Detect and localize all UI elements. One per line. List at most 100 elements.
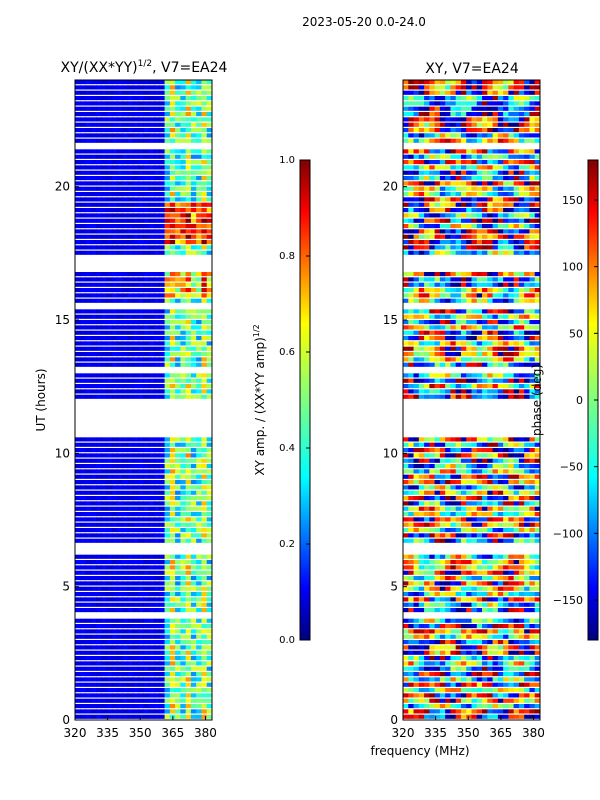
heatmap-cell [471, 522, 478, 527]
heatmap-cell [143, 229, 150, 234]
heatmap-cell [190, 496, 197, 501]
heatmap-cell [413, 378, 420, 383]
heatmap-cell [127, 672, 134, 677]
heatmap-cell [471, 240, 478, 245]
heatmap-cell [455, 309, 462, 314]
heatmap-cell [445, 586, 451, 591]
heatmap-cell [190, 213, 197, 218]
heatmap-cell [524, 378, 530, 383]
heatmap-cell [185, 154, 192, 159]
heatmap-cell [196, 202, 202, 207]
heatmap-cell [85, 170, 92, 175]
heatmap-cell [154, 592, 160, 597]
heatmap-cell [487, 330, 494, 335]
heatmap-cell [408, 293, 415, 298]
heatmap-cell [471, 448, 478, 453]
heatmap-cell [482, 117, 488, 122]
heatmap-cell [185, 608, 192, 613]
heatmap-cell [439, 373, 446, 378]
heatmap-cell [445, 346, 451, 351]
heatmap-cell [143, 389, 150, 394]
heatmap-cell [196, 517, 202, 522]
heatmap-cell [206, 666, 213, 671]
heatmap-cell [175, 149, 181, 154]
heatmap-cell [424, 85, 430, 90]
heatmap-cell [80, 442, 87, 447]
heatmap-cell [185, 560, 192, 565]
heatmap-cell [106, 570, 113, 575]
heatmap-cell [429, 192, 436, 197]
heatmap-cell [529, 314, 536, 319]
heatmap-cell [408, 373, 415, 378]
heatmap-cell [154, 336, 160, 341]
heatmap-cell [487, 341, 494, 346]
heatmap-cell [445, 602, 451, 607]
heatmap-cell [508, 106, 515, 111]
heatmap-cell [85, 165, 92, 170]
heatmap-cell [471, 277, 478, 282]
heatmap-cell [471, 229, 478, 234]
heatmap-cell [190, 128, 197, 133]
heatmap-cell [434, 117, 441, 122]
heatmap-cell [450, 314, 457, 319]
heatmap-cell [455, 218, 462, 223]
heatmap-cell [503, 533, 509, 538]
heatmap-cell [466, 106, 472, 111]
heatmap-cell [138, 672, 144, 677]
heatmap-cell [497, 485, 504, 490]
heatmap-cell [513, 352, 520, 357]
heatmap-cell [90, 698, 97, 703]
heatmap-cell [122, 474, 129, 479]
heatmap-cell [466, 325, 472, 330]
heatmap-cell [180, 565, 187, 570]
heatmap-cell [122, 634, 129, 639]
heatmap-cell [138, 522, 144, 527]
heatmap-cell [127, 709, 134, 714]
heatmap-cell [85, 213, 92, 218]
heatmap-cell [111, 570, 118, 575]
heatmap-cell [529, 560, 536, 565]
heatmap-cell [524, 394, 530, 399]
heatmap-cell [154, 181, 160, 186]
heatmap-cell [101, 165, 108, 170]
heatmap-cell [159, 101, 166, 106]
heatmap-cell [450, 213, 457, 218]
heatmap-cell [169, 234, 176, 239]
heatmap-cell [487, 309, 494, 314]
heatmap-cell [122, 522, 129, 527]
heatmap-cell [445, 576, 451, 581]
heatmap-cell [445, 96, 451, 101]
heatmap-cell [513, 170, 520, 175]
heatmap-cell [101, 128, 108, 133]
heatmap-cell [90, 170, 97, 175]
heatmap-cell [439, 96, 446, 101]
heatmap-cell [164, 458, 171, 463]
heatmap-cell [424, 218, 430, 223]
heatmap-cell [80, 560, 87, 565]
heatmap-cell [424, 208, 430, 213]
heatmap-cell [154, 677, 160, 682]
heatmap-cell [111, 277, 118, 282]
heatmap-cell [159, 618, 166, 623]
heatmap-cell [106, 314, 113, 319]
heatmap-cell [466, 170, 472, 175]
heatmap-cell [424, 592, 430, 597]
heatmap-cell [185, 165, 192, 170]
heatmap-cell [143, 325, 150, 330]
heatmap-cell [117, 682, 123, 687]
heatmap-cell [503, 373, 509, 378]
heatmap-cell [154, 640, 160, 645]
heatmap-cell [185, 480, 192, 485]
heatmap-cell [418, 202, 425, 207]
heatmap-cell [518, 570, 525, 575]
heatmap-cell [90, 197, 97, 202]
heatmap-cell [143, 101, 150, 106]
heatmap-cell [111, 250, 118, 255]
heatmap-cell [138, 592, 144, 597]
heatmap-cell [434, 288, 441, 293]
heatmap-cell [101, 437, 108, 442]
heatmap-cell [418, 512, 425, 517]
heatmap-cell [455, 394, 462, 399]
heatmap-cell [180, 576, 187, 581]
heatmap-cell [180, 538, 187, 543]
